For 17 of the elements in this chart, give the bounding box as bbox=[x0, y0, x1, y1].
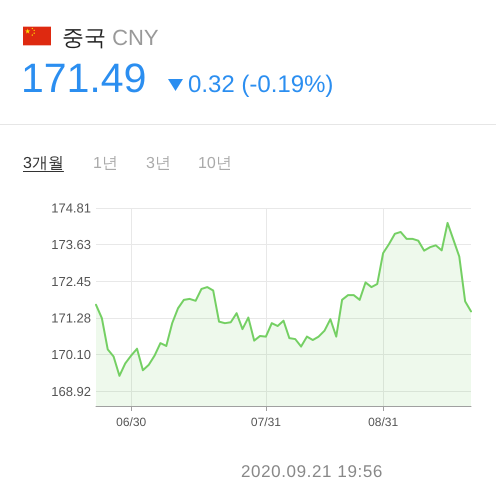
text: 10년 bbox=[198, 155, 232, 172]
text: 1년 bbox=[93, 155, 118, 172]
y-tick-label: 170.10 bbox=[51, 347, 91, 362]
x-tick-label: 07/31 bbox=[250, 415, 282, 429]
y-tick-label: 171.28 bbox=[51, 310, 91, 326]
chart-subtitle: 171.49 bbox=[21, 55, 146, 101]
y-tick-label: 172.45 bbox=[51, 274, 91, 289]
x-tick-label: 08/31 bbox=[368, 415, 398, 429]
text: 0.32 (-0.19%) bbox=[188, 71, 334, 98]
text: 3년 bbox=[146, 155, 171, 172]
y-tick-label: 168.92 bbox=[51, 384, 91, 399]
y-tick-label: 174.81 bbox=[51, 200, 91, 216]
text: 2020.09.21 19:56 bbox=[241, 462, 383, 481]
text: 3개월 bbox=[23, 155, 64, 172]
x-tick-label: 06/30 bbox=[116, 415, 146, 429]
y-tick-label: 173.63 bbox=[51, 237, 91, 252]
chart-title: 중국 CNY bbox=[62, 25, 159, 50]
